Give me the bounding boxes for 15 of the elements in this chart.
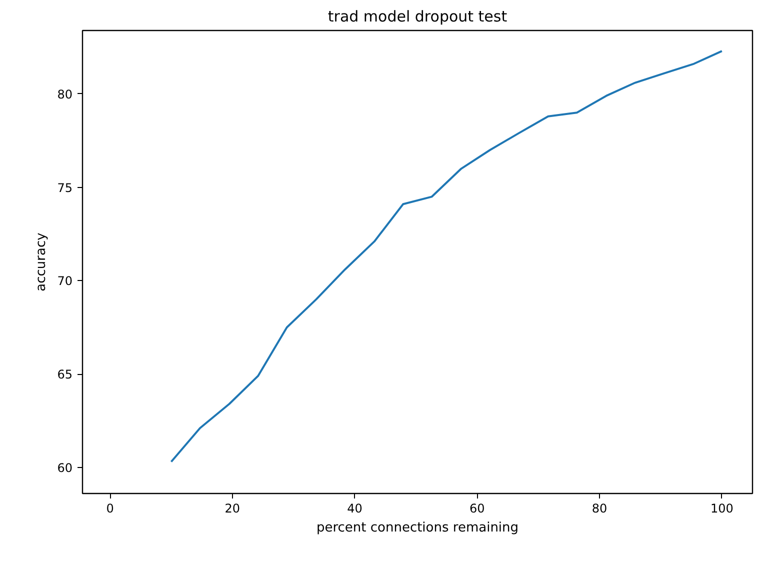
x-tick-label: 0 (106, 502, 114, 516)
x-tick-label: 100 (710, 502, 734, 516)
y-tick-label: 75 (57, 180, 73, 195)
y-tick-label: 65 (57, 368, 73, 382)
x-axis-title: percent connections remaining (316, 520, 519, 536)
y-tick-label: 80 (57, 87, 73, 102)
x-tick-label: 60 (470, 502, 485, 516)
chart-title: trad model dropout test (328, 8, 508, 26)
x-tick-label: 40 (347, 502, 362, 516)
y-tick-label: 60 (57, 460, 73, 475)
y-tick-label: 70 (57, 274, 73, 288)
x-tick-label: 80 (592, 502, 608, 516)
x-tick-label: 20 (224, 502, 240, 516)
line-series (170, 50, 723, 463)
y-axis-title: accuracy (34, 232, 50, 292)
